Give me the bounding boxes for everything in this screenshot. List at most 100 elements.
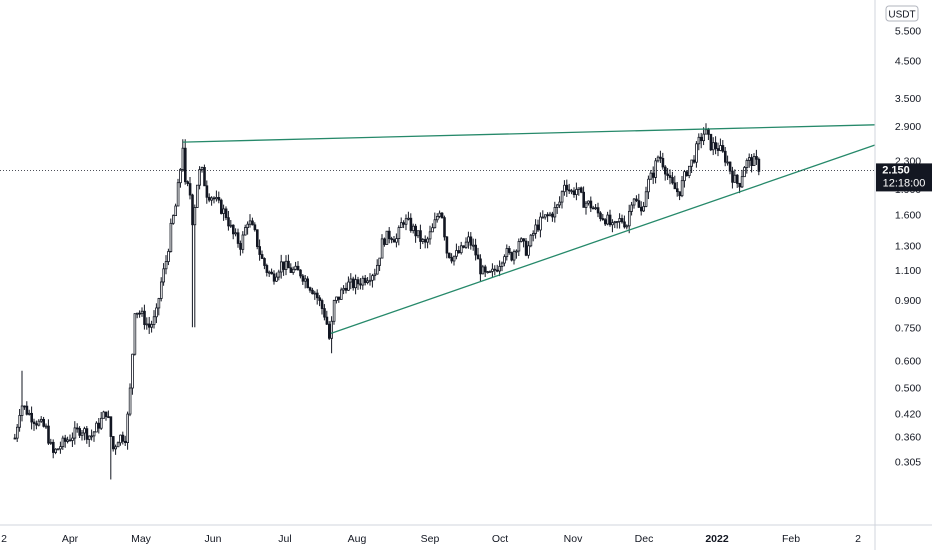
candle-body <box>231 224 235 235</box>
price-axis[interactable]: 5.5004.5003.5002.9002.3001.9001.6001.300… <box>895 25 921 468</box>
lower-trend-line[interactable] <box>330 144 876 334</box>
candle-body <box>524 240 528 256</box>
candle-body <box>445 236 449 254</box>
candle-body <box>95 422 98 433</box>
candle-body <box>659 156 662 159</box>
candle-body <box>697 136 701 145</box>
candle-body <box>407 217 410 220</box>
candle-body <box>195 184 199 208</box>
time-axis-label: 2 <box>1 533 7 545</box>
candle-body <box>419 230 422 242</box>
candle-body <box>464 241 468 248</box>
candle-body <box>306 278 309 289</box>
currency-badge[interactable]: USDT <box>885 5 919 22</box>
candle-body <box>474 244 477 256</box>
candle-body <box>162 268 166 283</box>
candle-body <box>426 238 429 243</box>
candle-body <box>553 207 557 218</box>
candle-body <box>260 254 264 259</box>
candle-body <box>740 176 744 188</box>
candle-body <box>66 439 70 442</box>
last-price-value: 2.150 <box>882 164 910 176</box>
candle-body <box>616 221 619 223</box>
candle-body <box>275 276 278 282</box>
candle-body <box>700 136 703 142</box>
candle-body <box>517 241 521 252</box>
price-axis-label: 2.900 <box>895 121 921 133</box>
time-axis-label: May <box>131 533 152 545</box>
candle-body <box>181 147 185 170</box>
candle-body <box>666 173 669 177</box>
candle-body <box>483 266 487 273</box>
candle-body <box>361 277 365 286</box>
candle-body <box>342 287 345 291</box>
candle-body <box>385 230 389 245</box>
candle-body <box>203 167 206 187</box>
candle-body <box>68 439 72 442</box>
candle-body <box>435 216 439 221</box>
candle-body <box>507 248 511 253</box>
candle-body <box>52 441 55 453</box>
candle-body <box>289 267 293 273</box>
candle-body <box>702 133 705 142</box>
candle-body <box>647 178 650 193</box>
candle-body <box>255 229 259 247</box>
candle-body <box>404 218 408 225</box>
candle-body <box>258 246 261 255</box>
candle-body <box>296 265 300 271</box>
candle-body <box>409 217 413 231</box>
candle-body <box>59 446 62 450</box>
candle-body <box>551 213 554 218</box>
candle-body <box>469 236 473 246</box>
candle-body <box>119 434 122 444</box>
candle-body <box>124 440 127 443</box>
candle-body <box>397 227 401 240</box>
candle-body <box>450 257 453 262</box>
candle-body <box>371 275 374 281</box>
candle-body <box>308 287 312 291</box>
time-axis-label: Apr <box>62 533 79 545</box>
candle-body <box>42 418 45 427</box>
candle-body <box>215 197 218 200</box>
candle-body <box>599 212 602 219</box>
candle-body <box>102 411 106 419</box>
candle-body <box>284 260 288 270</box>
candle-body <box>265 265 269 273</box>
candle-body <box>594 207 597 210</box>
upper-trend-line[interactable] <box>182 124 876 143</box>
candle-body <box>390 238 393 241</box>
candle-body <box>32 421 36 425</box>
candle-body <box>611 222 614 226</box>
candle-body <box>433 219 437 229</box>
candle-body <box>457 250 461 254</box>
candle-body <box>577 187 581 190</box>
time-axis[interactable]: 2 Apr May Jun Jul Aug Sep Oct Nov Dec 2022 Feb 2 <box>1 533 861 545</box>
last-price-badge: 2.150 12:18:00 <box>876 163 932 192</box>
candle-body <box>40 418 43 422</box>
candle-body <box>15 426 19 439</box>
candle-body <box>512 251 516 261</box>
price-axis-label: 0.900 <box>895 295 921 307</box>
candle-body <box>76 427 79 430</box>
candle-body <box>692 159 696 163</box>
time-axis-label: Feb <box>782 533 800 545</box>
candle-body <box>743 167 746 178</box>
candle-body <box>224 208 228 219</box>
candle-body <box>200 167 204 170</box>
candle-body <box>495 269 499 272</box>
candle-body <box>656 156 660 162</box>
candle-body <box>368 279 372 282</box>
candle-body <box>500 262 504 267</box>
price-axis-label: 4.500 <box>895 55 921 67</box>
candle-body <box>337 296 341 300</box>
candle-body <box>440 212 444 219</box>
candle-body <box>236 232 240 244</box>
candle-body <box>116 442 120 448</box>
candle-body <box>411 225 415 231</box>
candle-body <box>575 189 578 196</box>
time-axis-label: Aug <box>348 533 367 545</box>
candle-body <box>421 239 425 242</box>
candle-body <box>546 214 549 217</box>
